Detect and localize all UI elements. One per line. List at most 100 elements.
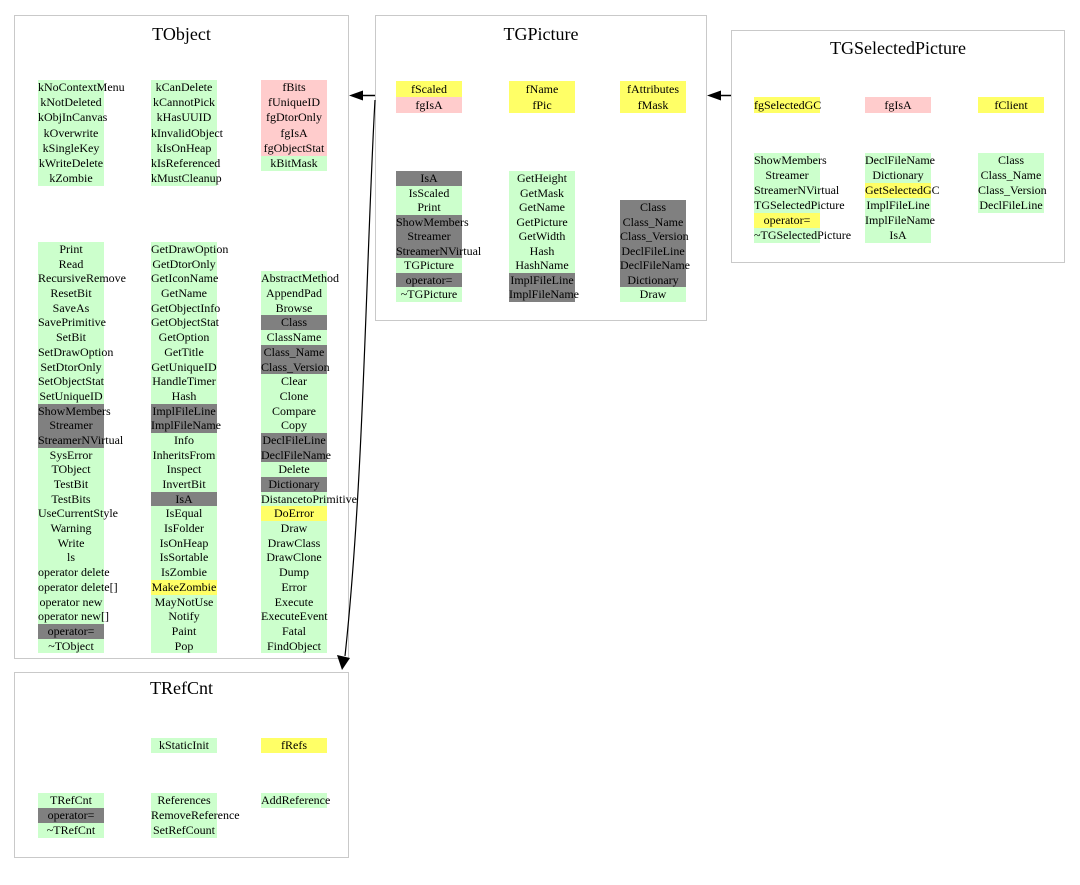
member-label: UseCurrentStyle (38, 506, 118, 522)
member-label: kZombie (38, 171, 104, 187)
member-label: ~TRefCnt (38, 823, 104, 838)
member-label: kNotDeleted (38, 95, 104, 111)
trefcnt-data_members-column-2: fRefs (261, 738, 327, 753)
class-title-tobject: TObject (152, 24, 211, 44)
member-label: AbstractMethod (261, 271, 339, 287)
member-label: kSingleKey (38, 140, 104, 156)
tgpicture-data_members-column-0: fScaled fgIsA (396, 81, 462, 113)
member-label: IsEqual (151, 506, 217, 522)
member-label: GetDrawOption (151, 242, 229, 257)
member-label: TGSelectedPicture (754, 198, 845, 213)
member-label: Streamer (754, 168, 820, 183)
member-label: Clone (261, 388, 327, 404)
member-label: kIsOnHeap (151, 140, 217, 156)
tgselectedpicture-methods-column-1: DeclFileName Dictionary GetSelectedGC ImplF… (865, 153, 940, 243)
member-label: ResetBit (38, 286, 104, 301)
member-label: Class_Name (261, 344, 327, 360)
member-label: fgSelectedGC (754, 97, 822, 113)
member-label: StreamerNVirtual (754, 183, 840, 198)
member-label: DrawClone (261, 550, 327, 566)
member-label: kIsReferenced (151, 155, 221, 172)
arrow-tgpicture-to-tobject (349, 90, 375, 101)
member-label: fgIsA (261, 125, 327, 141)
tgpicture-data_members-column-2: fAttributes fMask (620, 81, 686, 113)
member-label: ExecuteEvent (261, 609, 328, 624)
member-label: operator delete[] (38, 579, 118, 595)
member-label: ~TObject (38, 638, 104, 654)
tgpicture-methods-column-1: GetHeight GetMask GetName GetPicture GetWidt… (509, 171, 579, 302)
member-label: Info (151, 432, 217, 448)
member-label: operator delete (38, 565, 110, 580)
member-label: InheritsFrom (151, 447, 217, 463)
member-label: MayNotUse (151, 594, 217, 610)
member-label: ~TGSelectedPicture (754, 228, 852, 243)
member-label: fRefs (261, 738, 327, 753)
member-label: Pop (151, 638, 217, 654)
member-label: IsA (151, 491, 217, 507)
member-label: Inspect (151, 462, 217, 477)
member-label: fUniqueID (261, 95, 327, 111)
member-label: Streamer (38, 418, 104, 433)
member-label: Copy (261, 418, 327, 433)
member-label: kWriteDelete (38, 155, 104, 172)
member-label: GetSelectedGC (865, 183, 940, 198)
member-label: Dictionary (865, 168, 931, 183)
member-label: DrawClass (261, 535, 327, 551)
member-label: FindObject (261, 638, 327, 654)
tobject-data_members-column-2: fBits fUniqueID fgDtorOnly fgIsA fgObjectSta… (261, 80, 327, 172)
member-label: Print (396, 200, 462, 215)
member-label: Delete (261, 462, 327, 478)
member-label: kBitMask (261, 155, 327, 172)
member-label: Class_Name (978, 168, 1044, 183)
member-label: kObjInCanvas (38, 110, 108, 126)
member-label: IsFolder (151, 521, 217, 536)
member-label: StreamerNVirtual (396, 243, 482, 258)
member-label: DoError (261, 506, 327, 522)
tgpicture-methods-column-2: Class Class_Name Class_Version DeclFileLine… (620, 200, 690, 302)
member-label: GetObjectStat (151, 315, 219, 331)
tobject-methods-column-1: GetDrawOption GetDtorOnly GetIconName GetNa… (151, 242, 229, 654)
member-label: AddReference (261, 793, 331, 808)
member-label: HandleTimer (151, 374, 217, 389)
trefcnt-methods-column-1: References RemoveReference SetRefCount (151, 793, 240, 838)
member-label: IsA (865, 228, 931, 243)
member-label: GetUniqueID (151, 359, 217, 375)
member-label: fgIsA (396, 97, 462, 113)
member-label: Dump (261, 565, 327, 580)
member-label: IsZombie (151, 565, 217, 580)
member-label: operator= (38, 623, 104, 639)
member-label: DeclFileName (261, 447, 331, 463)
member-label: GetName (509, 200, 575, 215)
member-label: StreamerNVirtual (38, 432, 124, 448)
member-label: IsScaled (396, 185, 462, 200)
member-label: ImplFileName (509, 287, 579, 302)
member-label: ls (38, 550, 104, 566)
member-label: kMustCleanup (151, 171, 222, 187)
member-label: RecursiveRemove (38, 271, 126, 287)
member-label: Execute (261, 594, 327, 610)
member-label: Compare (261, 403, 327, 419)
member-label: Browse (261, 300, 327, 316)
member-label: kInvalidObject (151, 125, 223, 141)
member-label: SetDrawOption (38, 344, 114, 360)
member-label: fScaled (396, 81, 462, 97)
member-label: GetObjectInfo (151, 300, 221, 316)
member-label: operator new[] (38, 609, 109, 624)
member-label: Notify (151, 609, 217, 624)
member-label: MakeZombie (151, 579, 217, 595)
member-label: SetObjectStat (38, 374, 104, 389)
member-label: GetMask (509, 185, 575, 200)
member-label: Fatal (261, 623, 327, 639)
member-label: kOverwrite (38, 125, 104, 141)
member-label: GetOption (151, 330, 217, 345)
member-label: Warning (38, 521, 104, 536)
member-label: Read (38, 256, 104, 272)
member-label: ImplFileLine (865, 198, 931, 213)
member-label: ImplFileName (865, 213, 935, 228)
member-label: InvertBit (151, 477, 217, 492)
tgselectedpicture-methods-column-2: Class Class_Name Class_Version DeclFileLine (978, 153, 1047, 213)
member-label: fgIsA (865, 97, 931, 113)
member-label: AppendPad (261, 286, 327, 301)
member-label: Class_Name (620, 214, 686, 229)
member-label: ShowMembers (754, 153, 827, 168)
